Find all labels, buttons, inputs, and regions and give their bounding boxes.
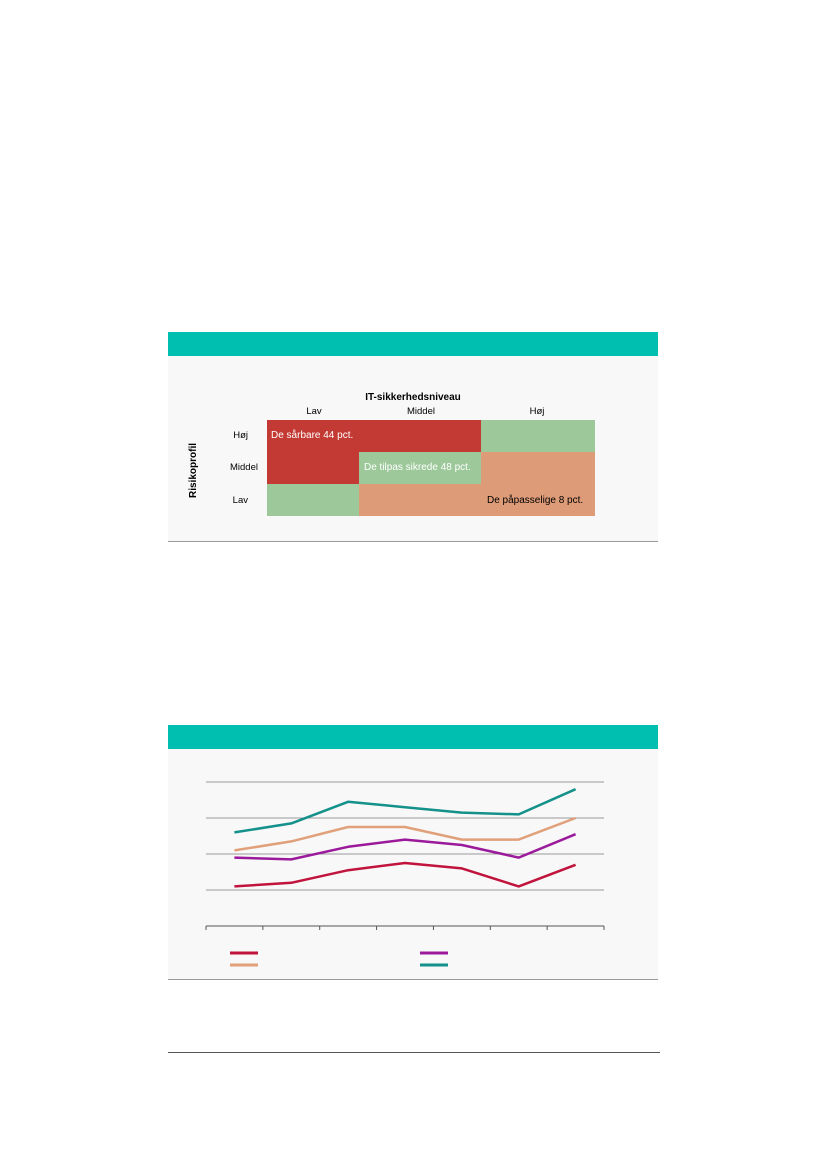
cell-vulnerable-mid <box>267 452 359 484</box>
series-line-1 <box>234 861 577 888</box>
column-label-hoj: Høj <box>529 406 545 417</box>
figure-bottom-rule <box>168 979 658 980</box>
figure-segmentation-matrix: IT-sikkerhedsniveau Lav Middel Høj Risik… <box>168 332 658 542</box>
page-bottom-rule <box>168 1052 660 1053</box>
cell-vulnerable-top <box>267 420 481 452</box>
row-label-hoj: Høj <box>233 430 248 441</box>
figure-header-bar <box>168 725 658 749</box>
figure-line-chart <box>168 725 658 980</box>
segment-label-adapted: De tilpas sikrede 48 pct. <box>364 462 471 473</box>
segment-label-vulnerable: De sårbare 44 pct. <box>271 430 354 441</box>
figure-bottom-rule <box>168 541 658 542</box>
row-label-middel: Middel <box>230 462 258 473</box>
column-label-middel: Middel <box>407 406 435 417</box>
series-line-4 <box>234 788 577 834</box>
figure-header-bar <box>168 332 658 356</box>
segment-label-careful: De påpasselige 8 pct. <box>487 495 584 506</box>
cell-adapted-top-right <box>481 420 595 452</box>
cell-careful-mid-right <box>481 452 595 484</box>
series-line-3 <box>234 816 577 852</box>
series-line-2 <box>234 833 577 861</box>
line-chart-svg <box>205 781 605 967</box>
x-axis-title: IT-sikkerhedsniveau <box>365 392 461 403</box>
cell-adapted-center <box>359 452 481 484</box>
column-label-lav: Lav <box>306 406 322 417</box>
cell-adapted-bottom-left <box>267 484 359 516</box>
cell-careful-bottom <box>359 484 595 516</box>
row-label-lav: Lav <box>232 495 248 506</box>
